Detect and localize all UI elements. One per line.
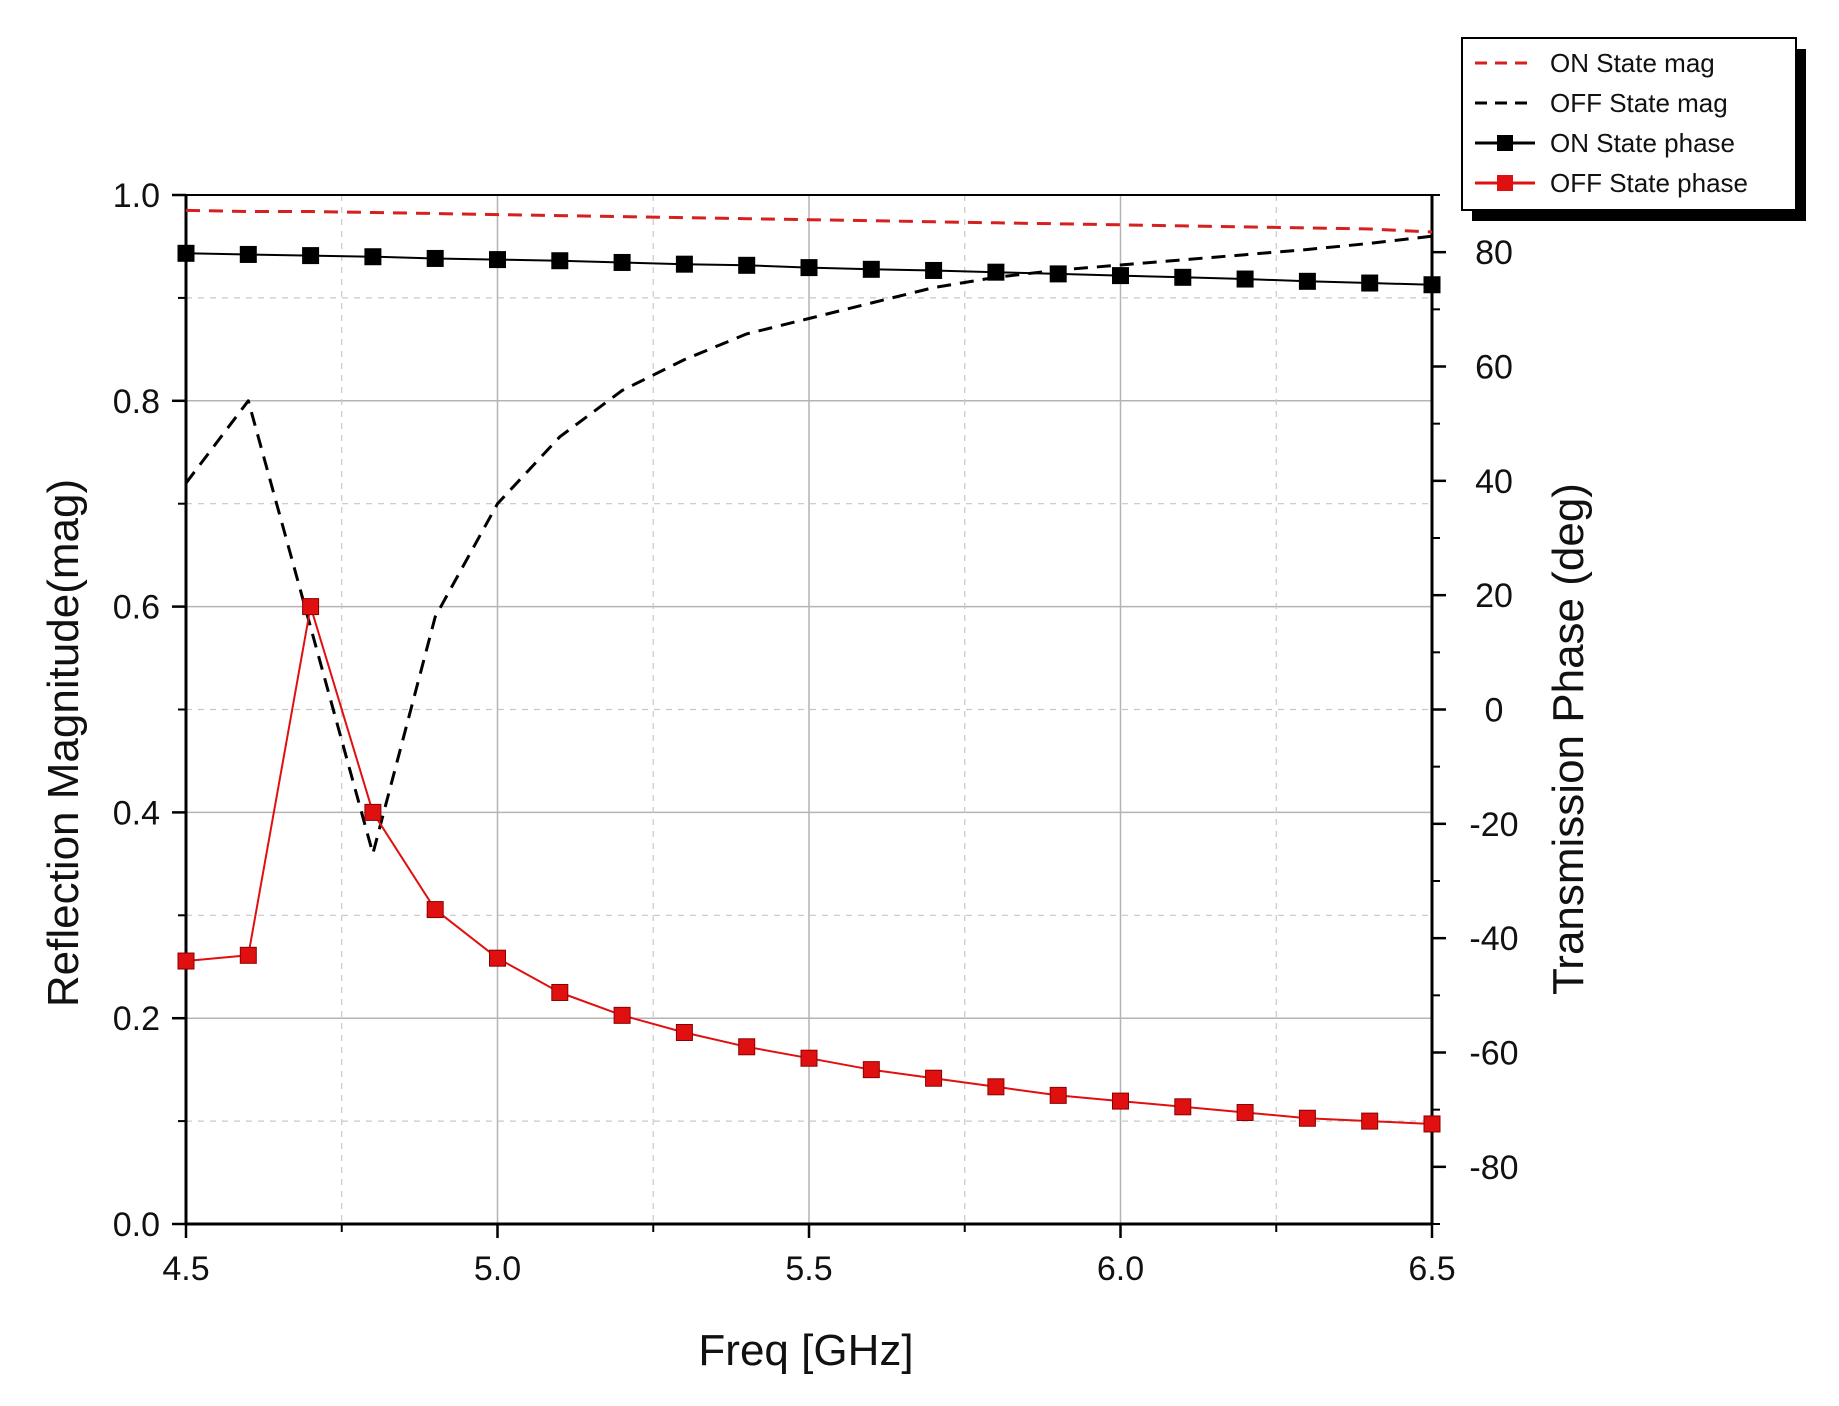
data-point — [1049, 265, 1067, 283]
y2-tick-label: 60 — [1475, 349, 1513, 387]
y-tick-label: 0.6 — [113, 589, 160, 627]
data-point — [551, 252, 569, 270]
data-point — [489, 949, 506, 967]
data-point — [177, 244, 195, 262]
y-tick-label: 1.0 — [113, 177, 160, 215]
legend-swatch-marker — [1497, 175, 1513, 191]
legend-box — [1461, 37, 1797, 211]
x-tick-label: 4.5 — [162, 1250, 209, 1288]
legend-swatch-marker — [1497, 135, 1513, 151]
legend-label: OFF State mag — [1550, 88, 1728, 118]
tick-labels: 4.5 5.0 5.5 6.0 6.5 0.0 0.2 0.4 0.6 0.8 1.0 -80 -60 -… — [113, 177, 1519, 1288]
y-tick-label: 0.8 — [113, 383, 160, 421]
series-on-state-mag — [185, 208, 1433, 234]
axes — [172, 193, 1446, 1238]
y-axis-title: Reflection Magnitude(mag) — [39, 479, 88, 1007]
y-tick-label: 0.2 — [113, 1000, 160, 1038]
y2-tick-label: -40 — [1469, 920, 1518, 958]
data-point — [987, 263, 1005, 281]
data-point — [1423, 276, 1441, 294]
y2-axis-title: Transmission Phase (deg) — [1544, 483, 1593, 995]
y2-tick-label: -20 — [1469, 806, 1518, 844]
legend-label: ON State phase — [1550, 128, 1735, 158]
x-tick-label: 5.0 — [474, 1250, 521, 1288]
data-point — [551, 983, 569, 1001]
y2-tick-label: 80 — [1475, 234, 1513, 272]
series-off-state-mag — [184, 234, 1433, 856]
y-tick-label: 0.4 — [113, 794, 160, 832]
data-point — [862, 260, 880, 278]
data-point — [1112, 1092, 1129, 1110]
series-on-state-phase — [177, 244, 1441, 294]
data-point — [364, 248, 382, 266]
data-point — [302, 598, 320, 616]
data-point — [239, 946, 257, 964]
data-point — [426, 249, 444, 267]
x-tick-label: 5.5 — [785, 1250, 832, 1288]
data-point — [1298, 1109, 1316, 1127]
data-point — [1361, 274, 1379, 292]
legend: ON State mag OFF State mag ON State phase O… — [1461, 37, 1806, 221]
series-line — [184, 234, 1433, 856]
data-point — [1423, 1115, 1441, 1133]
data-point — [738, 256, 756, 274]
x-tick-label: 6.5 — [1408, 1250, 1455, 1288]
data-point — [177, 952, 195, 970]
data-point — [800, 259, 818, 277]
y2-tick-label: 20 — [1475, 577, 1513, 615]
data-point — [1236, 270, 1254, 288]
data-point — [862, 1061, 880, 1079]
data-point — [364, 803, 382, 821]
data-point — [925, 1069, 943, 1087]
data-point — [239, 245, 257, 263]
legend-label: ON State mag — [1550, 48, 1715, 78]
data-point — [925, 261, 943, 279]
data-point — [1049, 1086, 1067, 1104]
y2-tick-label: 40 — [1475, 463, 1513, 501]
data-point — [426, 901, 444, 919]
data-point — [613, 1006, 631, 1024]
data-point — [1174, 268, 1192, 286]
x-tick-label: 6.0 — [1097, 1250, 1144, 1288]
data-point — [987, 1078, 1005, 1096]
data-point — [489, 251, 506, 269]
x-axis-title: Freq [GHz] — [698, 1326, 913, 1375]
data-point — [1112, 267, 1129, 285]
data-point — [738, 1038, 756, 1056]
data-point — [1361, 1112, 1379, 1130]
data-point — [675, 255, 693, 273]
legend-label: OFF State phase — [1550, 168, 1748, 198]
data-point — [675, 1023, 693, 1041]
series-layer — [177, 208, 1441, 1133]
data-point — [302, 247, 320, 265]
gridlines — [185, 194, 1433, 1225]
data-point — [1236, 1104, 1254, 1122]
y2-tick-label: 0 — [1485, 692, 1504, 730]
y2-tick-label: -80 — [1469, 1149, 1518, 1187]
series-line — [185, 208, 1433, 234]
data-point — [1174, 1098, 1192, 1116]
y2-tick-label: -60 — [1469, 1035, 1518, 1073]
series-off-state-phase — [177, 598, 1441, 1133]
data-point — [613, 253, 631, 271]
data-point — [1298, 272, 1316, 290]
data-point — [800, 1049, 818, 1067]
y-tick-label: 0.0 — [113, 1206, 160, 1244]
